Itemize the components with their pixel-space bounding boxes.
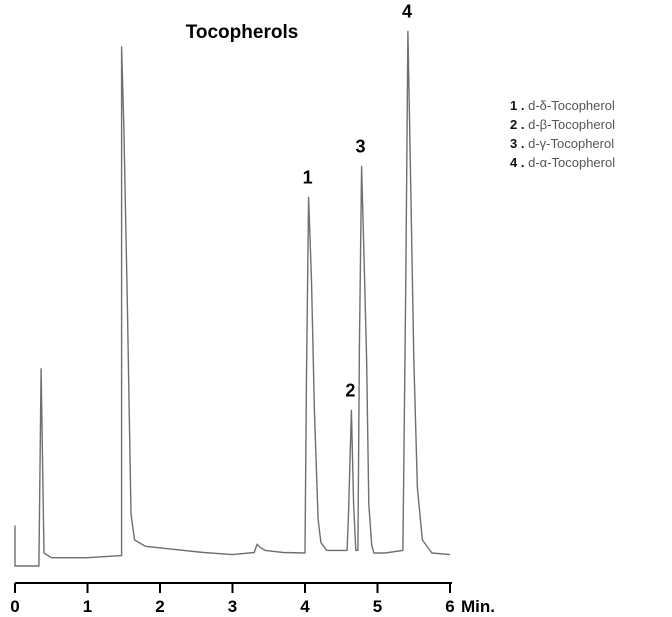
chart-title: Tocopherols (186, 22, 299, 43)
legend-item-number: 1 (510, 98, 518, 113)
legend-item-name: d-β-Tocopherol (528, 117, 616, 132)
legend-item-name: d-α-Tocopherol (528, 155, 616, 170)
x-tick-label: 5 (373, 597, 382, 616)
legend-item-number: 4 (510, 155, 518, 170)
legend-item-name: d-δ-Tocopherol (528, 98, 615, 113)
legend-item-separator: . (520, 136, 525, 151)
legend-item: 2 . d-β-Tocopherol (510, 115, 615, 134)
legend-item: 4 . d-α-Tocopherol (510, 153, 615, 172)
peak-label: 2 (345, 380, 355, 400)
legend-item-separator: . (520, 117, 525, 132)
x-tick-label: 2 (155, 597, 164, 616)
peak-label: 3 (356, 136, 366, 156)
x-tick-label: 4 (300, 597, 310, 616)
peak-labels: 1 2 3 4 (303, 1, 412, 400)
legend-item-separator: . (520, 155, 525, 170)
legend: 1 . d-δ-Tocopherol 2 . d-β-Tocopherol 3 … (510, 96, 615, 172)
chromatogram-trace (14, 30, 451, 567)
peak-label: 1 (303, 168, 313, 188)
x-tick-label: 6 (445, 597, 454, 616)
x-axis-unit: Min. (461, 597, 495, 616)
legend-item-separator: . (520, 98, 525, 113)
peak-label: 4 (402, 1, 412, 21)
legend-item-number: 2 (510, 117, 518, 132)
legend-item: 3 . d-γ-Tocopherol (510, 134, 615, 153)
legend-item-name: d-γ-Tocopherol (528, 136, 615, 151)
legend-item: 1 . d-δ-Tocopherol (510, 96, 615, 115)
x-tick-label: 3 (228, 597, 237, 616)
legend-item-number: 3 (510, 136, 518, 151)
x-tick-label: 0 (10, 597, 19, 616)
x-axis-ticks: 0 1 2 3 4 5 6 Min. (10, 583, 495, 616)
x-tick-label: 1 (83, 597, 92, 616)
